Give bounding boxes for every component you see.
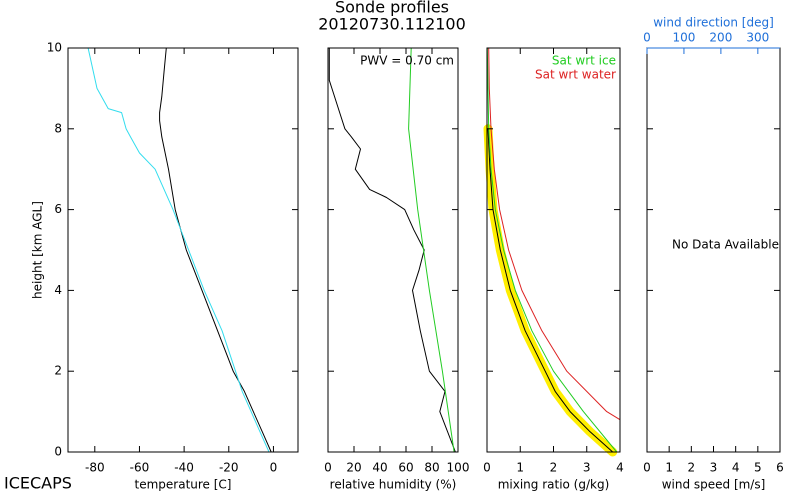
y-tick-label: 0 [54,445,62,459]
x2-tick-label: 200 [709,31,732,45]
x-tick-label: 20 [346,461,361,475]
y-tick-label: 6 [54,202,62,216]
y-tick-label: 8 [54,121,62,135]
x-axis-label: mixing ratio (g/kg) [498,478,610,492]
x2-tick-label: 100 [672,31,695,45]
y-tick-label: 10 [47,41,62,55]
x-tick-label: 6 [776,461,784,475]
profile-line [486,47,618,453]
x2-axis-label: wind direction [deg] [653,16,774,30]
x-tick-label: 2 [550,461,558,475]
x2-tick-label: 0 [643,31,651,45]
x-tick-label: 5 [754,461,762,475]
annotation: No Data Available [672,238,779,252]
x-tick-label: 1 [665,461,673,475]
chart-title: Sonde profiles [335,0,449,17]
profile-line [487,128,614,453]
x-tick-label: 3 [583,461,591,475]
x-axis-label: wind speed [m/s] [662,478,766,492]
y-tick-label: 4 [54,283,62,297]
x-tick-label: 100 [447,461,470,475]
x-tick-label: 80 [424,461,439,475]
x-tick-label: 4 [616,461,624,475]
panel-frame [327,47,459,453]
x-tick-label: -60 [130,461,150,475]
y-axis-label: height [km AGL] [31,201,45,299]
x-tick-label: -80 [85,461,105,475]
panel-frame [67,47,299,453]
profile-line [488,47,621,421]
x2-tick-label: 300 [746,31,769,45]
x-tick-label: 0 [270,461,278,475]
legend-entry: Sat wrt water [535,68,616,82]
profile-line [408,47,455,453]
chart-subtitle: 20120730.112100 [318,15,466,34]
x-tick-label: 0 [324,461,332,475]
x-tick-label: 60 [398,461,413,475]
logo: ICECAPS [4,474,72,493]
x-axis-label: relative humidity (%) [330,478,457,492]
x-axis-label: temperature [C] [135,478,232,492]
x-tick-label: -40 [174,461,194,475]
profile-line [87,47,270,453]
x-tick-label: -20 [219,461,239,475]
x-tick-label: 40 [372,461,387,475]
x-tick-label: 3 [710,461,718,475]
profile-line [328,47,456,453]
x-tick-label: 1 [516,461,524,475]
y-tick-label: 2 [54,364,62,378]
x-tick-label: 2 [688,461,696,475]
x-tick-label: 0 [643,461,651,475]
x-tick-label: 0 [483,461,491,475]
legend-entry: Sat wrt ice [552,54,616,68]
annotation: PWV = 0.70 cm [360,54,454,68]
x-tick-label: 4 [732,461,740,475]
